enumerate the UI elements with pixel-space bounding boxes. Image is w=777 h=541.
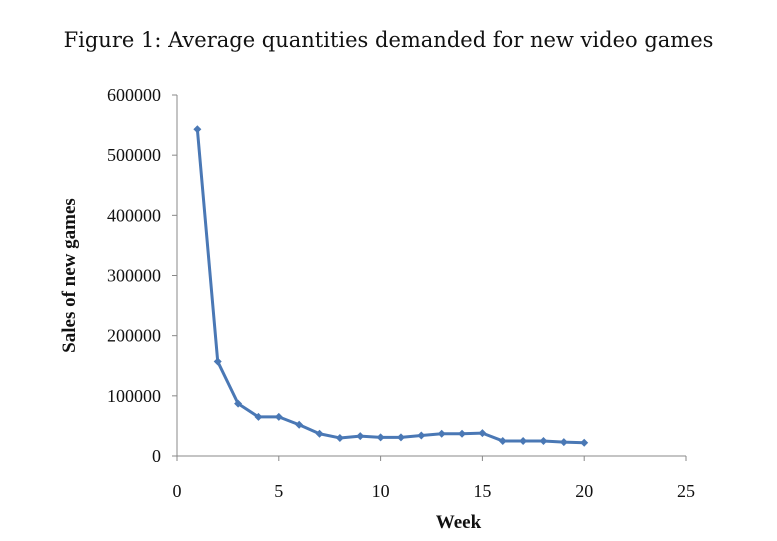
y-ticks: 0 100000 200000 300000 400000 500000 600000	[107, 85, 177, 466]
data-point	[498, 436, 507, 445]
series-layer	[193, 125, 589, 447]
axes	[176, 95, 686, 457]
y-axis-title: Sales of new games	[59, 198, 80, 353]
x-tick-label: 15	[473, 481, 491, 501]
data-point	[559, 438, 568, 447]
data-point	[213, 357, 222, 366]
y-tick-label: 600000	[107, 85, 161, 105]
data-point	[376, 433, 385, 442]
y-tick-label: 300000	[107, 266, 161, 286]
x-tick-label: 20	[575, 481, 593, 501]
chart-title: Figure 1: Average quantities demanded fo…	[63, 28, 714, 52]
data-point	[396, 433, 405, 442]
x-tick-label: 0	[173, 481, 182, 501]
x-tick-label: 25	[677, 481, 695, 501]
data-point	[234, 399, 243, 408]
x-ticks: 0 5 10 15 20 25	[173, 456, 695, 501]
x-axis-title: Week	[436, 512, 482, 533]
data-point	[539, 436, 548, 445]
data-point	[437, 429, 446, 438]
data-point	[335, 433, 344, 442]
y-tick-label: 100000	[107, 386, 161, 406]
data-point	[417, 431, 426, 440]
data-point	[519, 436, 528, 445]
data-point	[478, 429, 487, 438]
data-point	[274, 412, 283, 421]
y-tick-label: 400000	[107, 205, 161, 225]
data-point	[356, 432, 365, 441]
data-point	[315, 429, 324, 438]
x-tick-label: 5	[274, 481, 283, 501]
series-line	[195, 129, 585, 445]
y-tick-label: 200000	[107, 326, 161, 346]
data-point	[458, 429, 467, 438]
data-point	[580, 438, 589, 447]
data-point	[254, 412, 263, 421]
y-tick-label: 500000	[107, 145, 161, 165]
x-tick-label: 10	[372, 481, 390, 501]
data-point	[193, 125, 202, 134]
data-point	[295, 420, 304, 429]
y-tick-label: 0	[152, 446, 161, 466]
